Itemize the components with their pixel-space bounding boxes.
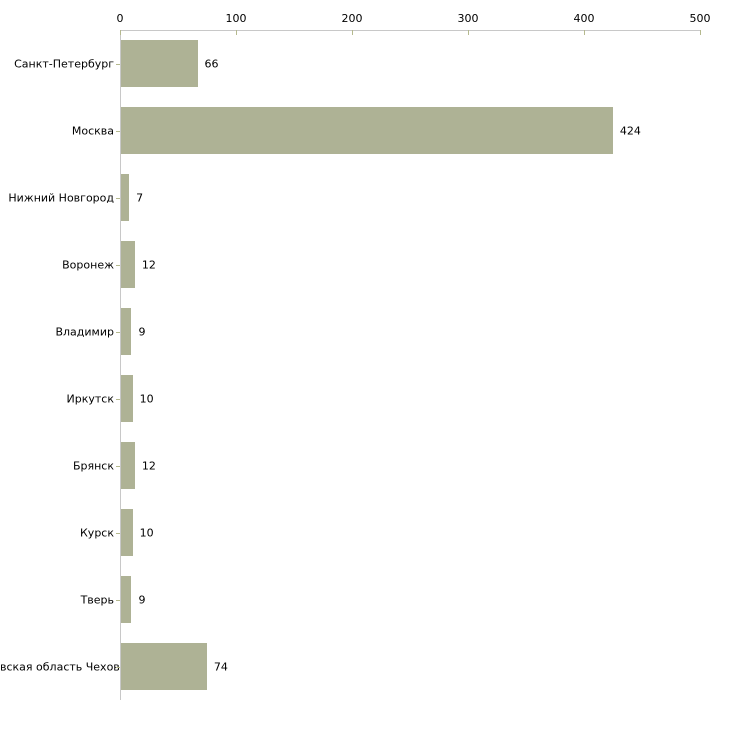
x-axis-tick-label: 300 — [457, 12, 479, 25]
bar — [121, 375, 133, 422]
x-axis-tick — [352, 30, 353, 35]
category-label: вская область Чехов — [0, 660, 120, 673]
x-axis-tick-label: 0 — [116, 12, 124, 25]
value-label: 7 — [136, 191, 144, 204]
x-axis-tick — [120, 30, 121, 35]
value-label: 10 — [139, 392, 154, 405]
bar — [121, 643, 207, 690]
value-label: 12 — [141, 258, 156, 271]
y-axis-tick — [116, 130, 120, 132]
value-label: 12 — [141, 459, 156, 472]
bar — [121, 40, 198, 87]
value-label: 74 — [213, 660, 228, 673]
y-axis-tick — [116, 63, 120, 65]
value-label: 9 — [138, 593, 146, 606]
category-label: Санкт-Петербург — [14, 57, 114, 70]
bar — [121, 509, 133, 556]
value-label: 424 — [619, 124, 641, 137]
y-axis-tick — [116, 331, 120, 333]
bar — [121, 308, 132, 355]
category-label: Москва — [71, 124, 114, 137]
value-label: 9 — [138, 325, 146, 338]
category-label: Брянск — [72, 459, 114, 472]
y-axis-line — [120, 30, 121, 700]
x-axis-tick-label: 200 — [341, 12, 363, 25]
x-axis-tick — [236, 30, 237, 35]
bar — [121, 241, 135, 288]
y-axis-tick — [116, 465, 120, 467]
category-label: Тверь — [80, 593, 114, 606]
y-axis-tick — [116, 398, 120, 400]
x-axis-tick-label: 500 — [689, 12, 711, 25]
y-axis-tick — [116, 666, 120, 668]
category-label: Нижний Новгород — [8, 191, 114, 204]
y-axis-tick — [116, 599, 120, 601]
value-label: 66 — [204, 57, 219, 70]
x-axis-tick-label: 400 — [573, 12, 595, 25]
x-axis-line — [120, 30, 701, 31]
y-axis-tick — [116, 197, 120, 199]
category-label: Курск — [80, 526, 114, 539]
bar — [121, 174, 130, 221]
y-axis-tick — [116, 532, 120, 534]
x-axis-tick — [700, 30, 701, 35]
x-axis-tick-label: 100 — [225, 12, 247, 25]
category-label: Воронеж — [62, 258, 114, 271]
x-axis-tick — [584, 30, 585, 35]
x-axis-tick — [468, 30, 469, 35]
category-label: Владимир — [55, 325, 114, 338]
bar — [121, 576, 132, 623]
category-label: Иркутск — [66, 392, 114, 405]
bar — [121, 107, 613, 154]
y-axis-tick — [116, 264, 120, 266]
bar — [121, 442, 135, 489]
value-label: 10 — [139, 526, 154, 539]
